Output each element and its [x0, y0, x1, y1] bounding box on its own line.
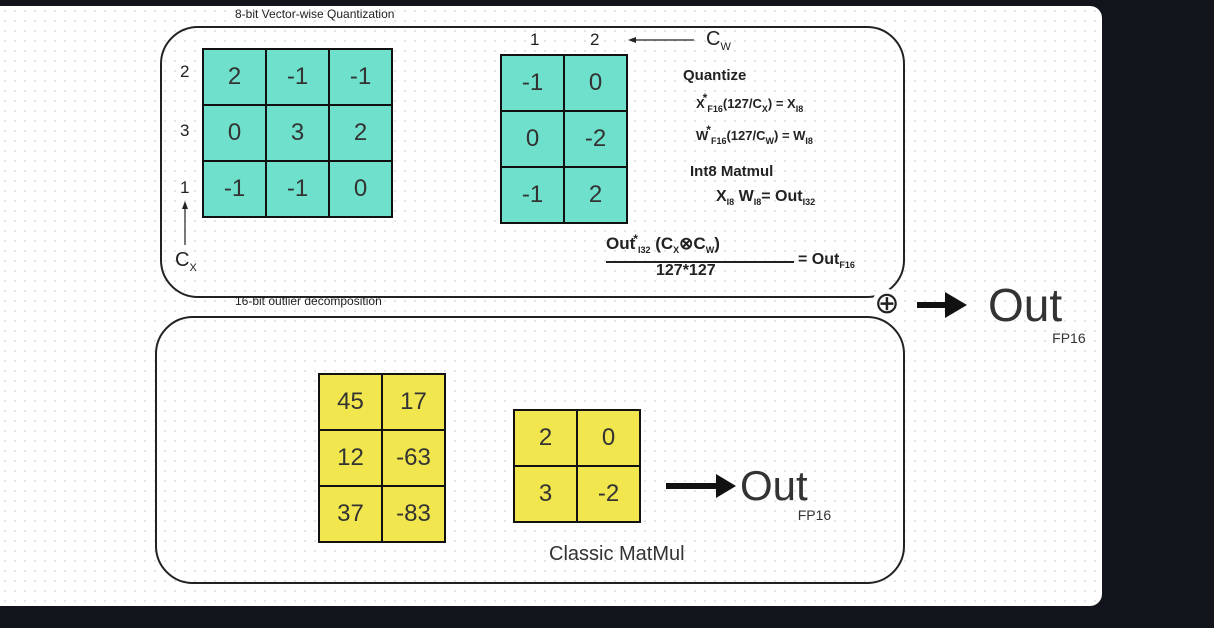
vector-quantization-panel: [160, 26, 905, 298]
cw-arrow: [628, 37, 694, 43]
fraction-bar: [606, 261, 794, 263]
matrix-cell: -1: [330, 50, 391, 104]
matrix-cell: -1: [502, 168, 563, 222]
matrix-cell: 45: [320, 375, 381, 429]
vector-quantization-caption: 8-bit Vector-wise Quantization: [235, 7, 395, 21]
matrix-cell: 0: [565, 56, 626, 110]
quantize-w-equation: W*F16(127/CW) = WI8: [696, 123, 813, 146]
matrix-cell: 12: [320, 431, 381, 485]
diagram-canvas: 8-bit Vector-wise Quantization 2 3 1 2 -…: [0, 6, 1102, 606]
dequant-numerator: Out*I32 (CX⊗CW): [606, 232, 720, 255]
int8-matmul-equation: XI8 WI8= OutI32: [716, 188, 816, 207]
matrix-cell: 0: [330, 162, 391, 216]
matrix-cell: 0: [578, 411, 639, 465]
x-fp16-outlier-matrix: 45 17 12 -63 37 -83: [318, 373, 446, 543]
final-out-fp16: OutFP16: [988, 279, 1086, 346]
matrix-cell: 2: [565, 168, 626, 222]
matrix-cell: 2: [330, 106, 391, 160]
matrix-cell: 0: [204, 106, 265, 160]
classic-matmul-label: Classic MatMul: [549, 543, 685, 565]
int8-matmul-title: Int8 Matmul: [690, 163, 774, 180]
w-col-label-1: 1: [530, 30, 540, 49]
matrix-cell: 0: [502, 112, 563, 166]
matrix-cell: 3: [267, 106, 328, 160]
matrix-cell: -63: [383, 431, 444, 485]
bottom-out-fp16: OutFP16: [740, 462, 832, 523]
cw-label: CW: [706, 28, 731, 53]
matrix-cell: -2: [565, 112, 626, 166]
dequant-result: = OutF16: [798, 251, 855, 270]
quantize-x-equation: X*F16(127/CX) = XI8: [696, 91, 804, 114]
dequant-denominator: 127*127: [656, 262, 716, 279]
x-row-label-1: 2: [180, 62, 190, 81]
matrix-cell: 37: [320, 487, 381, 541]
matrix-cell: -1: [267, 50, 328, 104]
outlier-decomposition-caption: 16-bit outlier decomposition: [235, 294, 382, 308]
matrix-cell: 2: [204, 50, 265, 104]
plus-circle-icon: ⊕: [872, 289, 902, 319]
matrix-cell: -1: [267, 162, 328, 216]
matrix-cell: 2: [515, 411, 576, 465]
matrix-cell: -1: [204, 162, 265, 216]
x-row-label-3: 1: [180, 178, 190, 197]
outlier-decomposition-panel: [155, 316, 905, 584]
bottom-result-arrow: [666, 474, 736, 498]
matrix-cell: -1: [502, 56, 563, 110]
matrix-cell: 17: [383, 375, 444, 429]
matrix-cell: 3: [515, 467, 576, 521]
matrix-cell: -2: [578, 467, 639, 521]
final-result-arrow: [917, 292, 967, 318]
quantize-title: Quantize: [683, 67, 747, 84]
matrix-cell: -83: [383, 487, 444, 541]
cx-label: CX: [175, 249, 197, 274]
w-col-label-2: 2: [590, 30, 600, 49]
x-int8-matrix: 2 -1 -1 0 3 2 -1 -1 0: [202, 48, 393, 218]
w-int8-matrix: -1 0 0 -2 -1 2: [500, 54, 628, 224]
x-row-label-2: 3: [180, 121, 190, 140]
cx-arrow: [182, 201, 188, 245]
w-fp16-outlier-matrix: 2 0 3 -2: [513, 409, 641, 523]
